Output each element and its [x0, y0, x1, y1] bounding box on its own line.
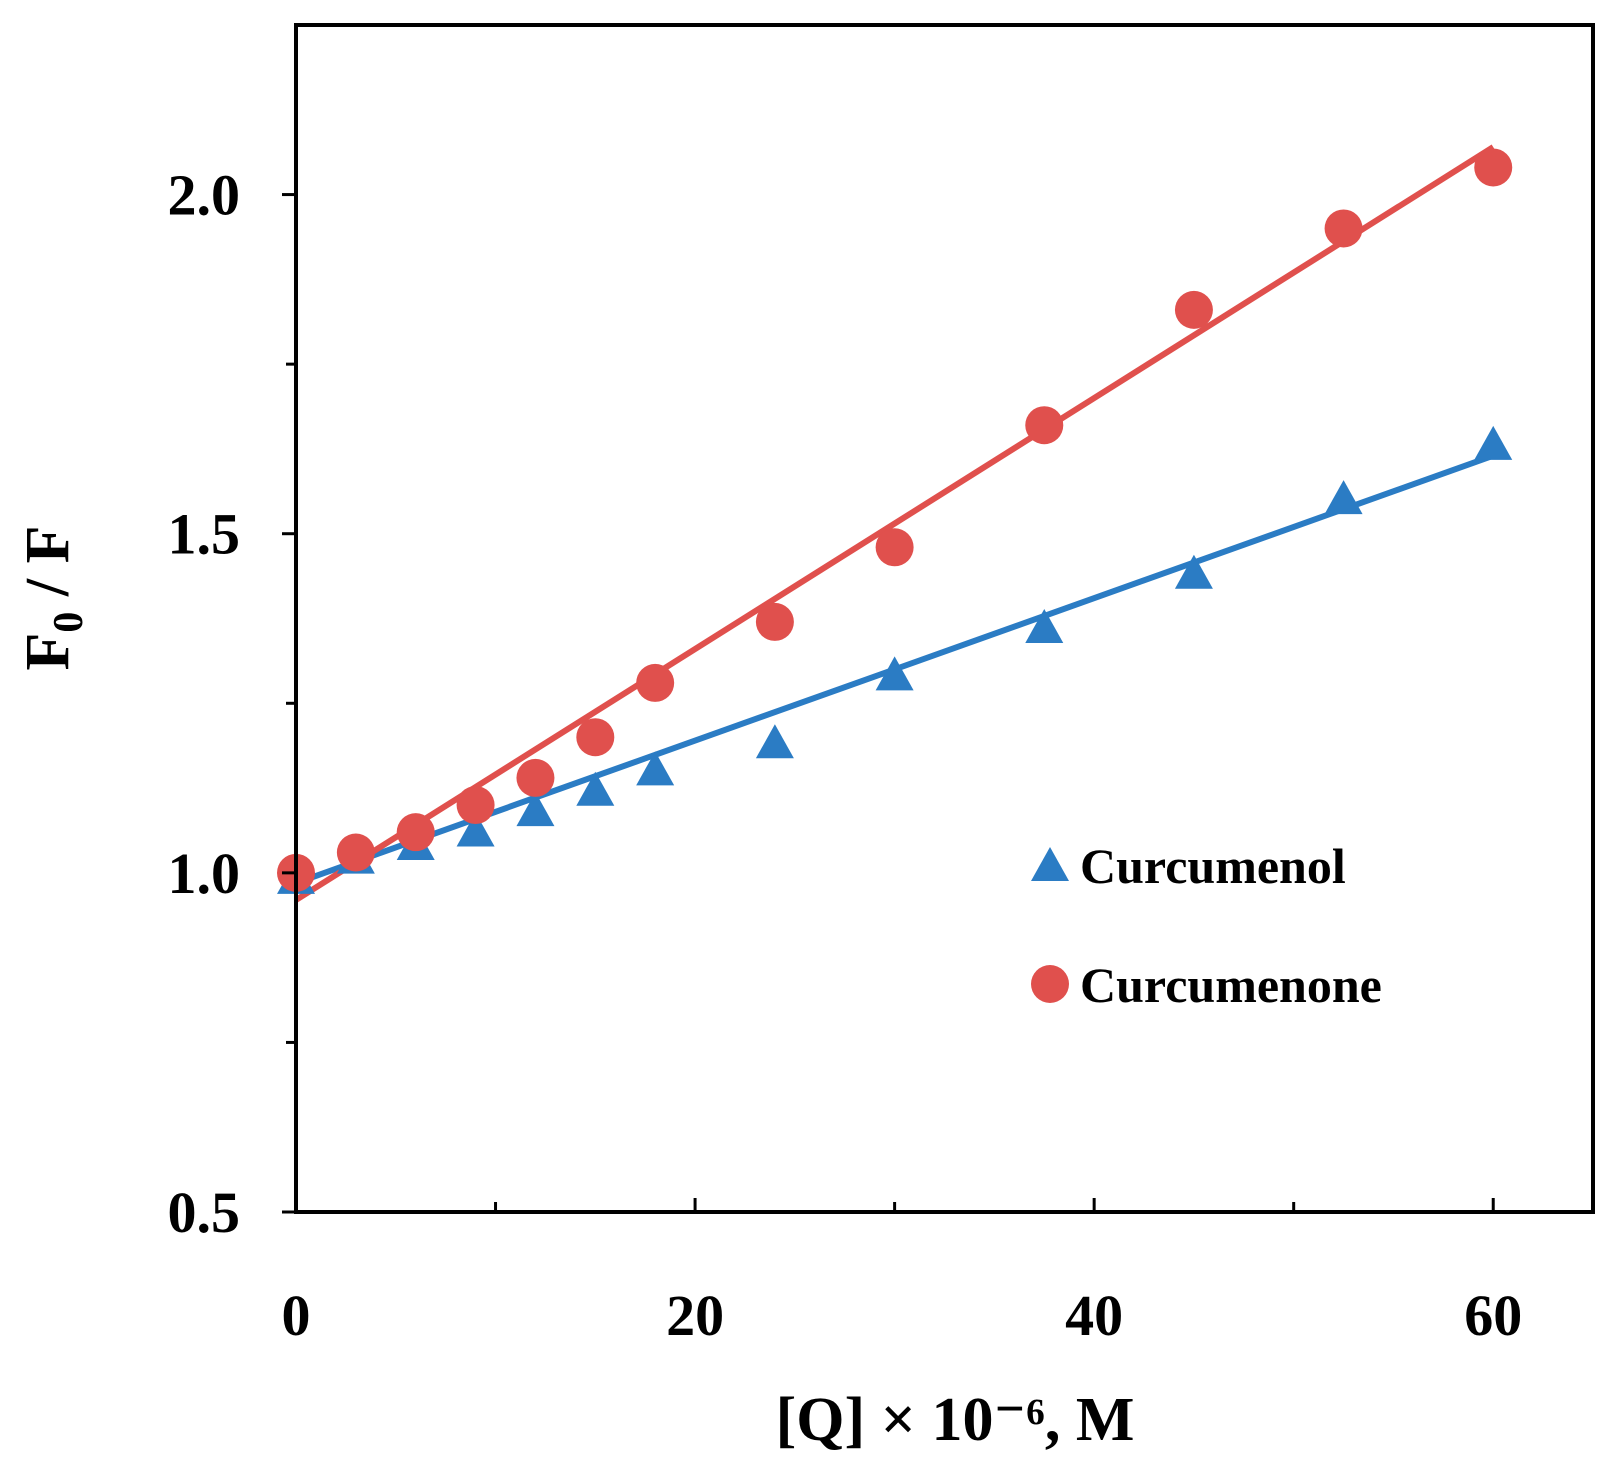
- data-point-curcumenol: [755, 724, 794, 759]
- y-axis-title: F0 / F: [14, 526, 92, 671]
- data-point-curcumenone: [396, 813, 435, 852]
- y-axis-title-rest: / F: [14, 526, 82, 612]
- data-point-curcumenone: [1324, 209, 1363, 248]
- data-point-curcumenone: [336, 833, 375, 872]
- axis-ticks: [282, 193, 1495, 1214]
- y-axis-title-main: F: [14, 633, 82, 671]
- data-point-curcumenone: [516, 758, 555, 797]
- legend-marker-curcumenol: [1031, 847, 1069, 881]
- legend-marker-curcumenone: [1031, 965, 1069, 1003]
- data-point-curcumenol: [456, 812, 495, 847]
- data-point-curcumenone: [1474, 148, 1513, 187]
- data-point-curcumenol: [516, 792, 555, 827]
- legend-label-curcumenone: Curcumenone: [1080, 957, 1382, 1013]
- x-tick-label: 40: [1065, 1283, 1123, 1348]
- data-point-curcumenol: [1025, 608, 1064, 643]
- tick-labels: 0 20 40 60 0.5 1.0 1.5 2.0: [168, 163, 1523, 1348]
- y-tick-label: 1.0: [168, 841, 241, 906]
- data-point-curcumenone: [576, 718, 615, 757]
- data-point-curcumenone: [636, 663, 675, 702]
- data-point-curcumenol: [1174, 554, 1213, 589]
- data-point-curcumenone: [1174, 290, 1213, 329]
- y-tick-label: 2.0: [168, 163, 241, 228]
- data-point-curcumenol: [576, 771, 615, 806]
- y-tick-label: 1.5: [168, 502, 241, 567]
- data-markers: [277, 148, 1513, 894]
- plot-frame: [294, 23, 1595, 1214]
- data-point-curcumenol: [1324, 480, 1363, 515]
- data-point-curcumenone: [1025, 406, 1064, 445]
- legend-label-curcumenol: Curcumenol: [1080, 838, 1346, 894]
- y-axis-title-subscript: 0: [46, 612, 92, 633]
- y-tick-label: 0.5: [168, 1180, 241, 1245]
- legend: Curcumenol Curcumenone: [1031, 838, 1382, 1013]
- data-point-curcumenone: [755, 602, 794, 641]
- data-point-curcumenol: [1474, 425, 1513, 460]
- x-axis-title: [Q] × 10⁻⁶, M: [776, 1386, 1135, 1454]
- data-point-curcumenol: [636, 751, 675, 786]
- data-point-curcumenone: [875, 528, 914, 567]
- x-tick-label: 0: [282, 1283, 311, 1348]
- x-tick-label: 20: [666, 1283, 724, 1348]
- fit-line-curcumenone: [294, 144, 1495, 903]
- x-tick-label: 60: [1464, 1283, 1522, 1348]
- data-point-curcumenone: [456, 786, 495, 825]
- data-point-curcumenol: [875, 656, 914, 691]
